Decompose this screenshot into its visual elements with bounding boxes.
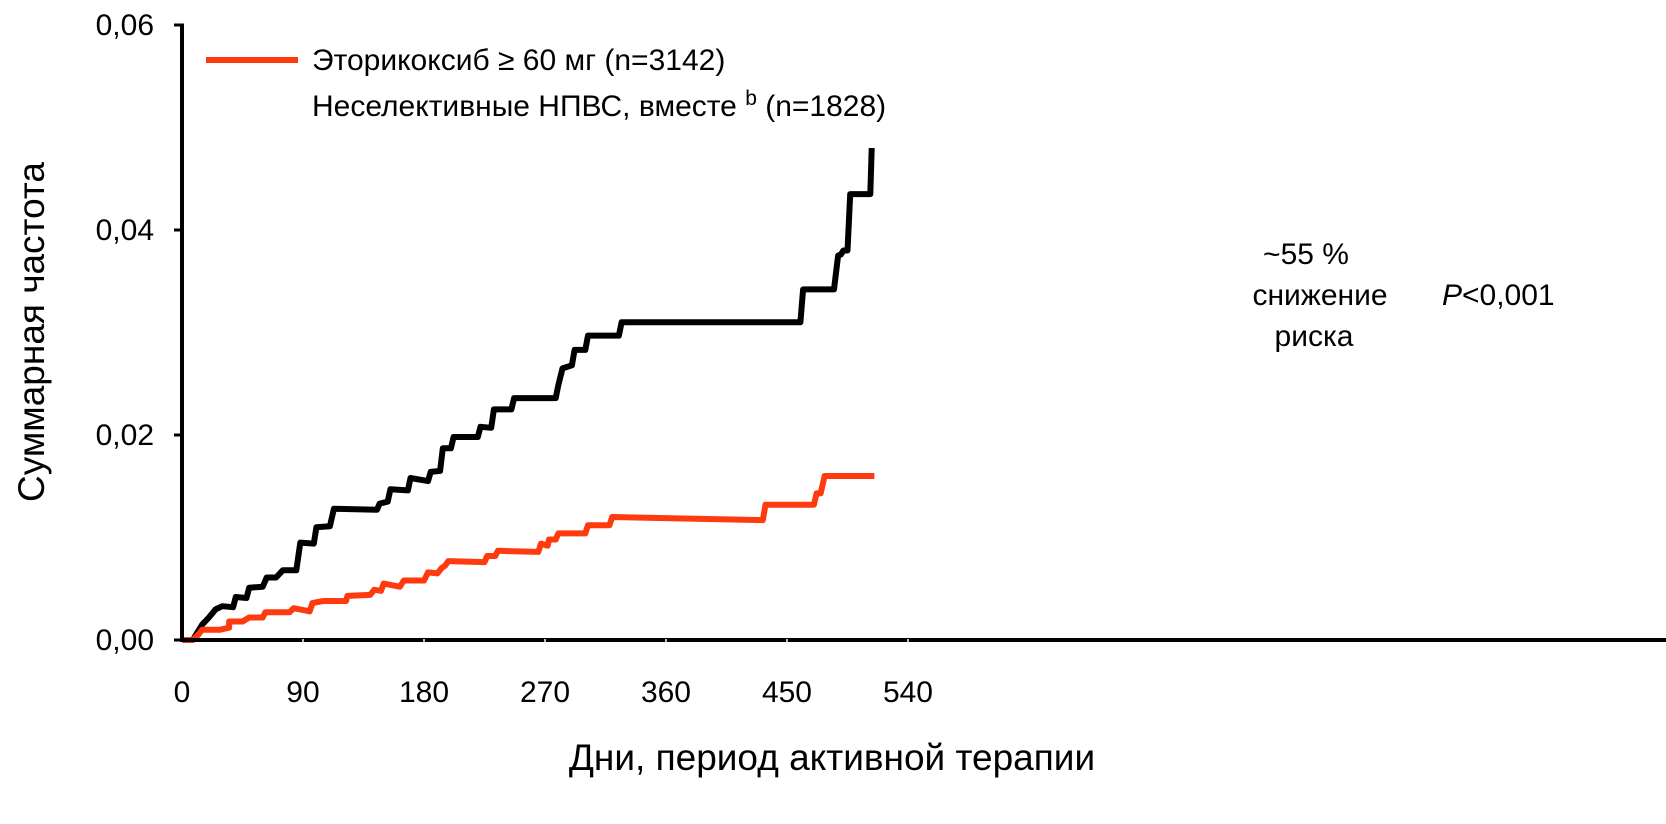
y-axis-title: Суммарная частота (11, 162, 52, 502)
legend-label-nsaid: Неселективные НПВС, вместе b (n=1828) (312, 87, 886, 123)
legend-label-superscript: b (745, 87, 757, 110)
risk-reduction-word: снижение (1252, 279, 1387, 312)
series-line-etoricoxib (182, 473, 875, 643)
plot-area (182, 147, 875, 643)
legend: Эторикоксиб ≥ 60 мг (n=3142) Неселективн… (206, 44, 886, 123)
x-tick-label: 450 (762, 676, 812, 709)
y-tick-label: 0,04 (96, 214, 154, 247)
y-tick-label: 0,00 (96, 624, 154, 657)
risk-annotation: ~55 % снижение риска P<0,001 (1252, 238, 1554, 353)
y-tick-label: 0,06 (96, 9, 154, 42)
x-tick-label: 270 (520, 676, 570, 709)
series-line-nsaid (182, 147, 875, 643)
legend-label-etoricoxib: Эторикоксиб ≥ 60 мг (n=3142) (312, 44, 725, 77)
x-tick-label: 360 (641, 676, 691, 709)
p-value: P<0,001 (1442, 279, 1555, 312)
risk-word: риска (1275, 320, 1354, 353)
x-tick-label: 0 (174, 676, 191, 709)
x-tick-label: 180 (399, 676, 449, 709)
risk-reduction-percent: ~55 % (1263, 238, 1349, 271)
axes (180, 25, 1666, 642)
x-axis-title: Дни, период активной терапии (569, 737, 1095, 778)
x-tick-label: 540 (883, 676, 933, 709)
y-tick-label: 0,02 (96, 419, 154, 452)
x-tick-label: 90 (286, 676, 319, 709)
tick-labels: 0 90 180 270 360 450 540 0,00 0,02 0,04 0,06 (96, 9, 933, 709)
